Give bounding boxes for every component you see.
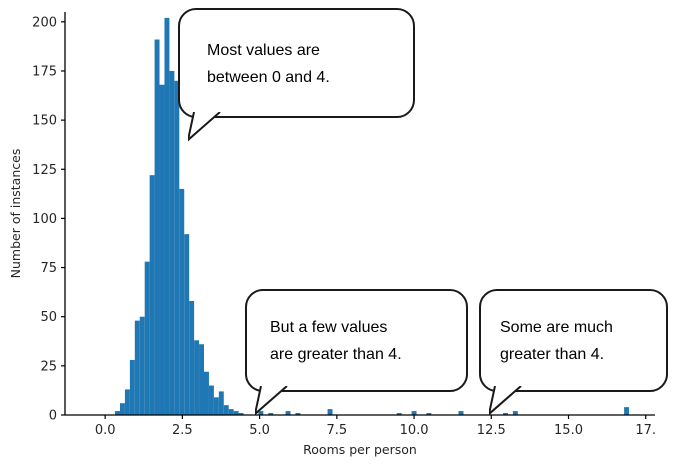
- x-tick-label: 2.5: [172, 423, 193, 438]
- x-tick-label: 5.0: [249, 423, 270, 438]
- x-tick-label: 10.0: [400, 423, 429, 438]
- histogram-bar: [512, 411, 518, 415]
- histogram-bar: [228, 409, 234, 415]
- histogram-bar: [285, 411, 291, 415]
- y-tick-label: 200: [32, 15, 57, 30]
- histogram-bar: [139, 316, 145, 415]
- histogram-bar: [159, 84, 165, 416]
- y-axis-label: Number of instances: [8, 149, 23, 279]
- histogram-bar: [149, 175, 155, 415]
- histogram-bar: [503, 413, 508, 415]
- y-tick-label: 25: [40, 359, 57, 374]
- callout-text-line: Some are much: [500, 319, 613, 336]
- callout-text-line: are greater than 4.: [270, 346, 402, 363]
- callout-tail-icon: [255, 386, 288, 416]
- histogram-bar: [327, 409, 333, 415]
- histogram-bar: [295, 413, 301, 415]
- callout-text-line: But a few values: [270, 319, 388, 336]
- histogram-bar: [169, 70, 175, 415]
- histogram-bar: [124, 389, 130, 415]
- callout-tail-icon: [188, 112, 221, 142]
- y-tick-label: 75: [40, 261, 57, 276]
- callout-text-line: Most values are: [207, 42, 320, 59]
- histogram-bar: [115, 411, 120, 415]
- y-tick-label: 50: [40, 310, 57, 325]
- histogram-bar: [426, 413, 432, 415]
- histogram-bar: [184, 234, 190, 415]
- x-tick-label: 7.5: [326, 423, 347, 438]
- x-axis-label: Rooms per person: [303, 442, 417, 457]
- histogram-bar: [258, 411, 264, 415]
- histogram-bar: [129, 359, 135, 415]
- histogram-bar: [154, 39, 160, 416]
- callout-much-greater: Some are much greater than 4.: [479, 289, 668, 416]
- histogram-bar: [411, 411, 417, 415]
- callout-text-line: between 0 and 4.: [207, 69, 330, 86]
- histogram-bar: [458, 411, 464, 415]
- histogram-bar: [213, 397, 219, 415]
- callout-few-values: But a few values are greater than 4.: [245, 289, 468, 416]
- x-tick-label: 0.0: [95, 423, 116, 438]
- histogram-bar: [144, 261, 150, 415]
- histogram-bar: [238, 413, 244, 415]
- y-tick-label: 175: [32, 64, 57, 79]
- x-tick-label: 12.5: [477, 423, 506, 438]
- histogram-bar: [134, 320, 140, 415]
- callout-tail-icon: [489, 386, 522, 416]
- histogram-bar: [194, 340, 200, 415]
- callout-text-line: greater than 4.: [500, 346, 605, 363]
- x-tick-label: 17.: [635, 423, 656, 438]
- histogram-bar: [119, 403, 125, 415]
- histogram-bar: [268, 413, 274, 415]
- histogram-bar: [218, 391, 224, 415]
- histogram-bar: [164, 17, 170, 416]
- histogram-bar: [208, 385, 214, 415]
- histogram-bar: [189, 300, 195, 415]
- x-tick-label: 15.0: [554, 423, 583, 438]
- histogram-bar: [174, 80, 180, 416]
- histogram-bar: [396, 413, 402, 415]
- y-tick-label: 0: [49, 409, 57, 424]
- histogram-bar: [233, 411, 239, 415]
- histogram-bar: [179, 188, 185, 415]
- histogram-bar: [223, 405, 229, 415]
- y-tick-label: 125: [32, 163, 57, 178]
- histogram-bar: [199, 344, 204, 415]
- callout-most-values: Most values are between 0 and 4.: [178, 8, 415, 142]
- histogram-bar: [624, 407, 630, 415]
- y-tick-label: 150: [32, 114, 57, 129]
- y-tick-label: 100: [32, 212, 57, 227]
- histogram-bar: [204, 371, 209, 415]
